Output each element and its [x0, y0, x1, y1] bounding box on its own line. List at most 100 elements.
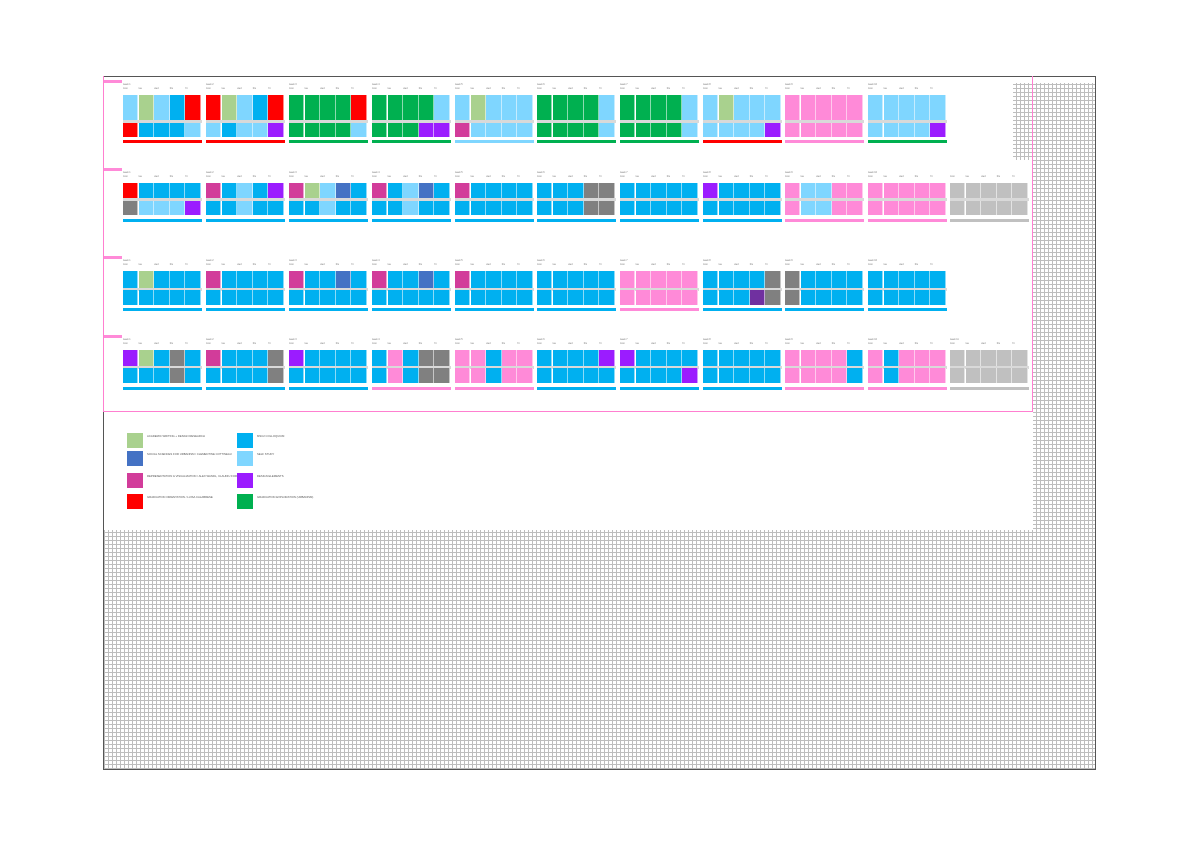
schedule-cell-morning [651, 350, 667, 366]
lunch-band [289, 288, 368, 291]
day-label: fri [268, 175, 271, 178]
week-header: week 6 mon tue wed thu fri [537, 259, 616, 271]
schedule-cell-morning [185, 271, 201, 288]
schedule-cell-afternoon [831, 290, 848, 305]
lunch-band [868, 366, 947, 369]
day-label: mon [703, 263, 708, 266]
schedule-cell-morning [403, 183, 419, 198]
schedule-cell-morning [914, 95, 931, 120]
schedule-cell-afternoon [785, 290, 801, 305]
schedule-cell-afternoon [320, 290, 336, 305]
day-label: tue [304, 87, 308, 90]
week-label: week 1 [123, 259, 131, 262]
week-header: week 5 mon tue wed thu fri [455, 83, 534, 95]
week-label: week 4 [372, 338, 380, 341]
day-label: wed [320, 263, 325, 266]
day-label: thu [749, 175, 754, 178]
schedule-cell-afternoon [537, 290, 553, 305]
lunch-band [620, 120, 699, 123]
day-label: tue [387, 263, 391, 266]
schedule-cell-morning [455, 95, 471, 120]
schedule-cell-morning [470, 95, 486, 120]
schedule-cell-morning [583, 271, 600, 288]
week-block: week 1 mon tue wed thu fri [123, 259, 202, 311]
week-course-bar [620, 219, 699, 222]
schedule-cell-afternoon [666, 368, 683, 383]
lunch-band [206, 198, 285, 201]
week-label: week 9 [785, 171, 793, 174]
day-label: mon [123, 175, 128, 178]
week-header: week 6 mon tue wed thu fri [537, 338, 616, 350]
schedule-cell-afternoon [185, 368, 201, 383]
schedule-cell-morning [965, 183, 981, 198]
day-label: tue [883, 263, 887, 266]
schedule-cell-afternoon [418, 201, 435, 215]
schedule-cell-afternoon [651, 368, 667, 383]
day-label: thu [501, 263, 506, 266]
schedule-cell-morning [486, 183, 502, 198]
day-label: thu [666, 342, 671, 345]
schedule-cell-afternoon [568, 123, 584, 137]
day-label: tue [718, 342, 722, 345]
week-block: week 6 mon tue wed thu fri [537, 338, 616, 390]
schedule-cell-afternoon [620, 123, 636, 137]
day-label: wed [403, 175, 408, 178]
schedule-cell-afternoon [501, 123, 518, 137]
schedule-cell-morning [996, 183, 1013, 198]
schedule-cell-morning [486, 271, 502, 288]
day-label: fri [682, 342, 685, 345]
day-label: wed [403, 342, 408, 345]
week-label: week 8 [703, 338, 711, 341]
schedule-cell-morning [418, 95, 435, 120]
schedule-cell-morning [552, 350, 568, 366]
legend-label: SOCIAL SCIENCES FOR URBANISM / CLEMENTIN… [147, 452, 232, 456]
schedule-cell-afternoon [899, 368, 915, 383]
week-label: week 5 [455, 83, 463, 86]
day-label: thu [831, 342, 836, 345]
week-header: week 8 mon tue wed thu fri [703, 338, 782, 350]
schedule-cell-morning [304, 183, 320, 198]
lunch-band [703, 198, 782, 201]
schedule-cell-morning [418, 350, 435, 366]
schedule-cell-afternoon [666, 201, 683, 215]
schedule-cell-afternoon [620, 201, 636, 215]
day-label: wed [651, 342, 656, 345]
schedule-cell-afternoon [816, 368, 832, 383]
day-label: tue [387, 87, 391, 90]
schedule-cell-morning [434, 271, 450, 288]
schedule-cell-afternoon [237, 123, 253, 137]
week-block: week 7 mon tue wed thu fri [620, 83, 699, 143]
schedule-cell-afternoon [749, 290, 766, 305]
day-label: thu [169, 87, 174, 90]
schedule-cell-morning [351, 183, 367, 198]
schedule-cell-afternoon [320, 123, 336, 137]
schedule-cell-morning [816, 183, 832, 198]
schedule-cell-morning [304, 350, 320, 366]
schedule-cell-afternoon [486, 201, 502, 215]
schedule-cell-afternoon [221, 123, 237, 137]
schedule-cell-morning [252, 271, 269, 288]
schedule-cell-morning [996, 350, 1013, 366]
week-course-bar [785, 219, 864, 222]
schedule-cell-morning [930, 350, 946, 366]
day-label: mon [372, 342, 377, 345]
schedule-cell-afternoon [1012, 368, 1028, 383]
schedule-cell-afternoon [403, 123, 419, 137]
day-label: tue [304, 175, 308, 178]
day-label: mon [289, 87, 294, 90]
schedule-cell-morning [138, 271, 154, 288]
day-label: wed [651, 175, 656, 178]
week-label: week 11 [950, 338, 959, 341]
lunch-band [372, 288, 451, 291]
schedule-cell-morning [455, 350, 471, 366]
schedule-cell-afternoon [718, 368, 734, 383]
day-label: wed [981, 342, 986, 345]
day-label: wed [816, 175, 821, 178]
schedule-cell-afternoon [552, 290, 568, 305]
day-label: mon [206, 87, 211, 90]
day-label: tue [221, 175, 225, 178]
week-label: week 3 [289, 83, 297, 86]
schedule-cell-morning [387, 95, 403, 120]
schedule-cell-morning [765, 350, 781, 366]
schedule-cell-afternoon [816, 290, 832, 305]
